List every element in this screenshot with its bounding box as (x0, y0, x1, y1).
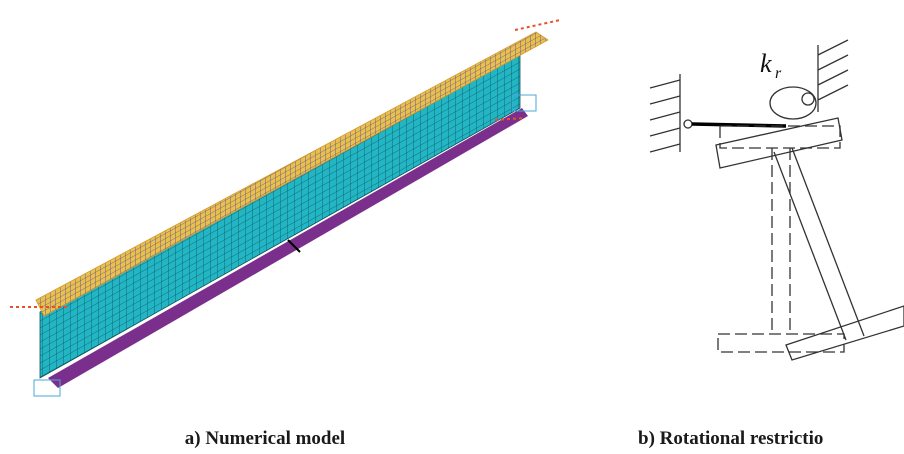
web-rotated (774, 152, 846, 340)
web-rotated (792, 148, 864, 336)
caption-b: b) Rotational restrictio (638, 428, 823, 449)
spring-core (802, 93, 814, 105)
restriction-diagram: k r (650, 40, 904, 360)
hinge (684, 120, 692, 128)
wall-right (818, 40, 848, 112)
beam-model (10, 20, 560, 396)
spring-subscript: r (775, 65, 782, 82)
caption-a: a) Numerical model (185, 428, 345, 449)
top-flange (36, 32, 548, 316)
rotational-spring (770, 87, 816, 119)
bottom-flange (48, 108, 528, 388)
bottom-flange-rotated (786, 306, 904, 360)
wall-left (650, 74, 680, 152)
spring-symbol: k (760, 49, 772, 78)
figure: k r a) Numerical model b) Rotational res… (0, 0, 904, 454)
